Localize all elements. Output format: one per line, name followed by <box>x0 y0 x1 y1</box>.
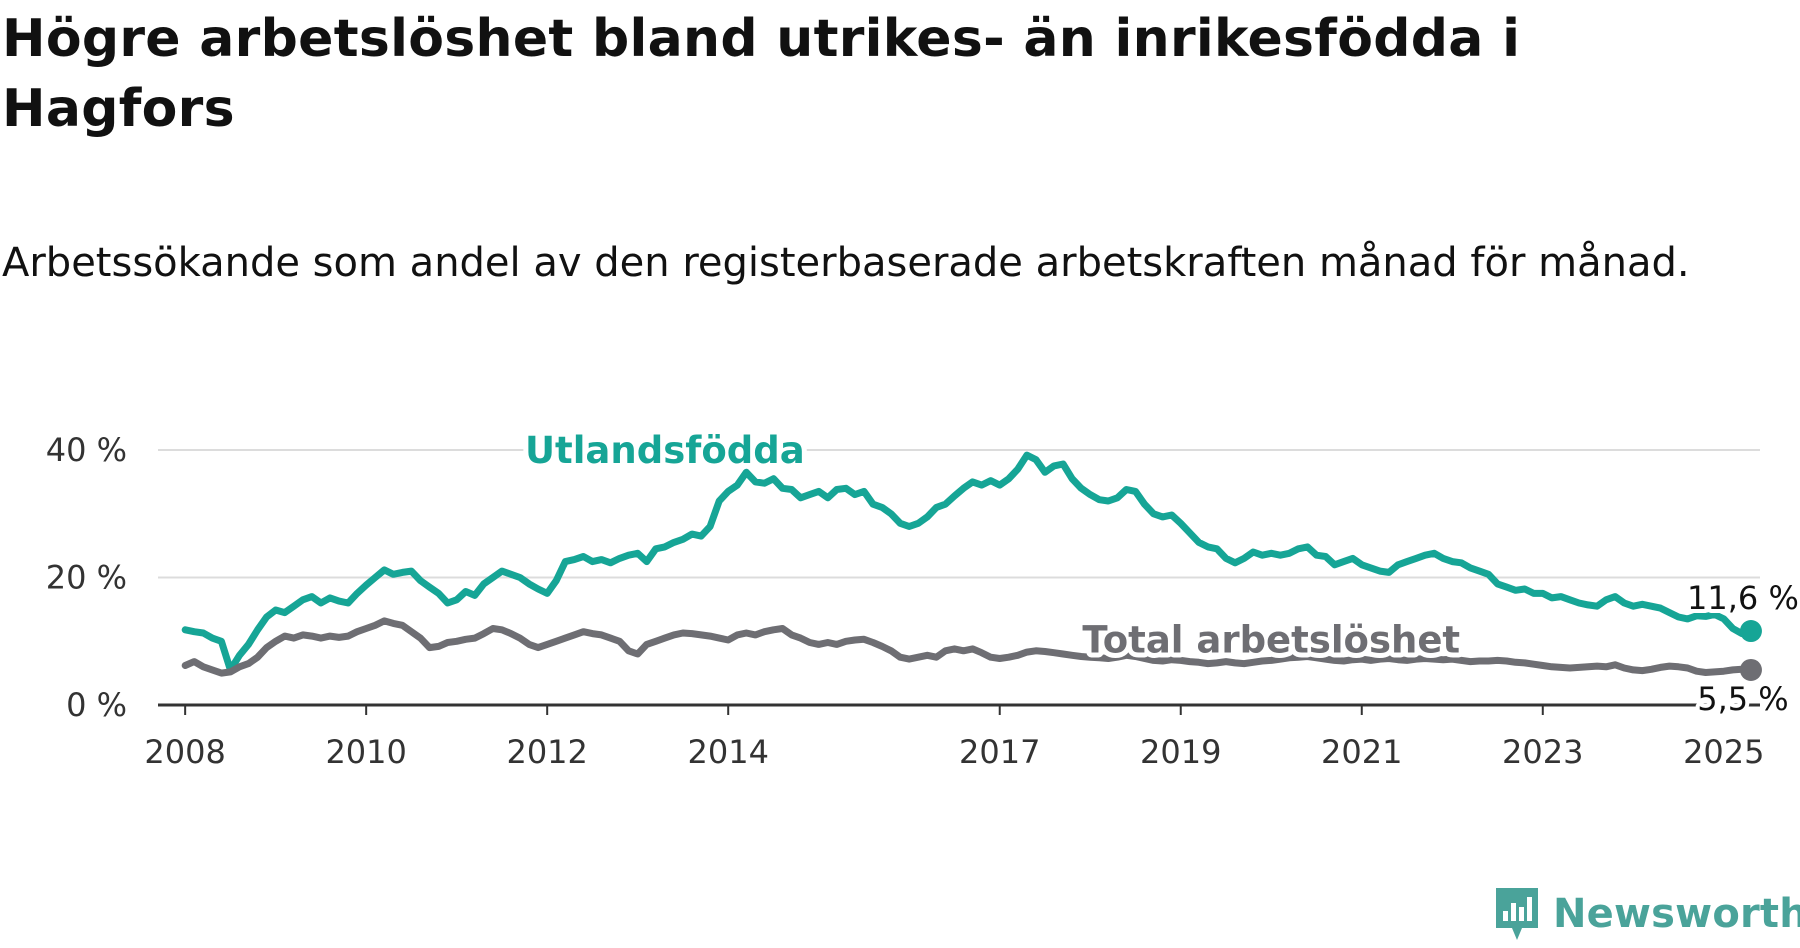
end-point-marker <box>1739 658 1762 681</box>
newsworthy-logo: Newsworthy <box>1493 885 1800 943</box>
x-tick-label: 2014 <box>687 733 768 771</box>
series-line-total <box>181 617 1755 677</box>
series-line-utlandsfodda <box>181 451 1755 674</box>
x-tick-label: 2017 <box>959 733 1040 771</box>
end-value-label: 5,5 % <box>1697 680 1788 718</box>
x-tick-label: 2023 <box>1502 733 1583 771</box>
series-label-halo: Total arbetslöshet <box>1082 619 1460 662</box>
series-label: Utlandsfödda <box>525 429 805 472</box>
series-label: Total arbetslöshet <box>1082 619 1460 662</box>
x-tick-label: 2019 <box>1140 733 1221 771</box>
x-tick-label: 2025 <box>1683 733 1764 771</box>
end-point-marker <box>1739 620 1762 643</box>
end-value-label-halo: 11,6 % <box>1687 579 1799 617</box>
end-value-label-halo: 5,5 % <box>1697 680 1788 718</box>
x-tick-label: 2021 <box>1321 733 1402 771</box>
series-label-halo: Utlandsfödda <box>525 429 805 472</box>
y-tick-label: 20 % <box>46 559 127 597</box>
x-tick-label: 2010 <box>325 733 406 771</box>
y-tick-label: 0 % <box>66 686 127 724</box>
end-value-label: 11,6 % <box>1687 579 1799 617</box>
chart-title: Högre arbetslöshet bland utrikes- än inr… <box>2 9 1521 139</box>
chart-subtitle: Arbetssökande som andel av den registerb… <box>2 240 1690 286</box>
y-tick-label: 40 % <box>46 431 127 469</box>
bar-chart-icon <box>1496 888 1538 940</box>
brand-name: Newsworthy <box>1553 891 1800 937</box>
x-tick-label: 2008 <box>144 733 225 771</box>
x-tick-label: 2012 <box>506 733 587 771</box>
